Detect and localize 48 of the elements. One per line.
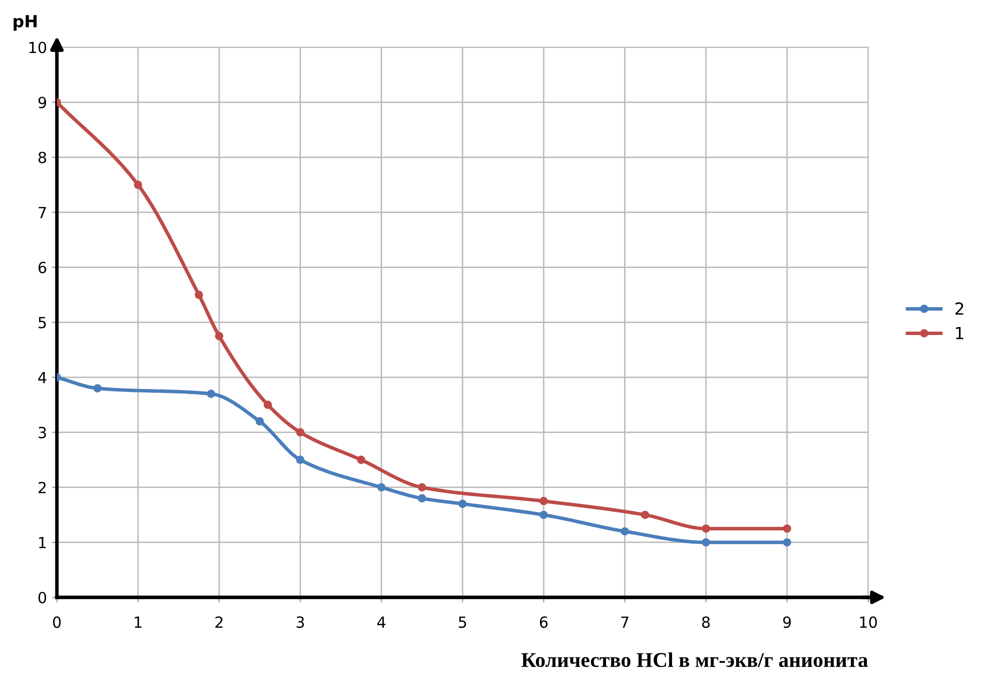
point (93, 384, 102, 392)
y-tick-label: 2 (38, 482, 46, 494)
y-tick-label: 4 (38, 372, 46, 384)
point (264, 400, 272, 409)
x-tick-label: 5 (458, 616, 466, 628)
x-tick-label: 2 (215, 616, 222, 628)
point (540, 510, 548, 520)
point (458, 500, 467, 508)
point (194, 290, 204, 299)
y-axis-title: pH (14, 15, 37, 31)
legend-label: 2 (955, 302, 964, 315)
x-tick-label: 10 (860, 616, 877, 628)
y-tick-label: 6 (38, 262, 46, 274)
x-axis-title: Количество HCl в мг-экв/г анионита (521, 652, 868, 668)
point (702, 538, 710, 547)
y-tick-label: 0 (38, 592, 46, 604)
y-tick-label: 9 (38, 96, 46, 108)
x-tick-label: 0 (53, 616, 61, 628)
point (782, 524, 792, 533)
y-tick-label: 3 (38, 426, 46, 438)
point (377, 483, 386, 492)
point (296, 456, 304, 464)
point (540, 496, 548, 506)
point (620, 527, 629, 536)
y-tick-label: 7 (38, 206, 46, 218)
point (782, 538, 792, 547)
point (214, 332, 224, 340)
point (296, 428, 304, 437)
y-tick-label: 1 (39, 537, 46, 548)
y-tick-label: 10 (29, 42, 46, 54)
y-tick-label: 8 (38, 152, 46, 164)
x-tick-label: 8 (702, 616, 710, 628)
x-tick-label: 3 (296, 616, 304, 628)
x-tick-label: 6 (540, 616, 548, 628)
point (256, 417, 264, 426)
x-tick-label: 1 (134, 616, 142, 628)
legend-label: 1 (956, 326, 964, 340)
x-tick-label: 9 (783, 616, 791, 628)
point (134, 180, 142, 189)
point (640, 510, 650, 520)
x-tick-label: 7 (621, 616, 628, 628)
x-tick-label: 4 (377, 616, 386, 628)
point (418, 483, 426, 492)
point (702, 524, 710, 533)
y-tick-label: 5 (38, 316, 46, 328)
point (418, 494, 426, 503)
point (206, 390, 216, 398)
point (356, 456, 366, 464)
